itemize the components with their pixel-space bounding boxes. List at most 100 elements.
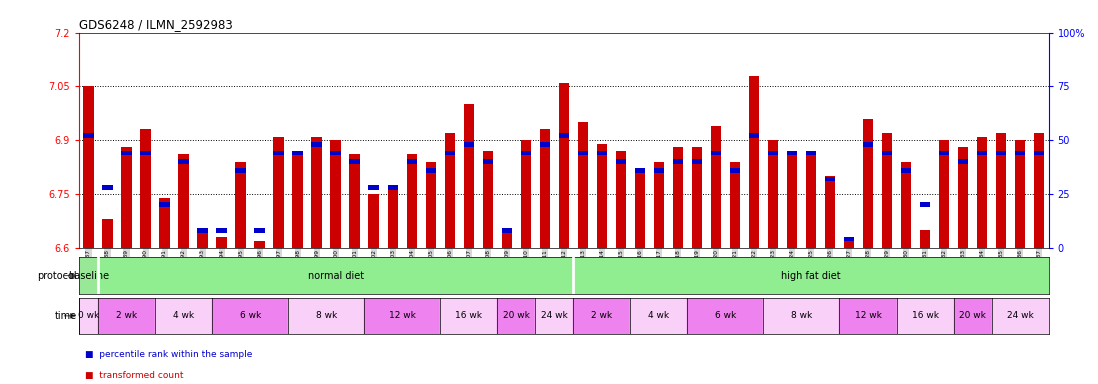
Text: 6 wk: 6 wk — [239, 311, 261, 320]
Bar — [122, 147, 132, 248]
Bar — [596, 144, 607, 248]
Bar — [653, 162, 664, 248]
Bar — [292, 151, 303, 156]
Text: 12 wk: 12 wk — [389, 311, 416, 320]
Bar — [83, 86, 93, 248]
Text: 20 wk: 20 wk — [503, 311, 529, 320]
Bar — [159, 202, 170, 207]
Text: 16 wk: 16 wk — [911, 311, 939, 320]
Bar — [102, 185, 113, 190]
Bar — [687, 298, 763, 334]
Bar — [692, 147, 702, 248]
Bar — [559, 134, 569, 138]
Bar — [159, 197, 170, 248]
Bar — [596, 151, 607, 156]
Text: 2 wk: 2 wk — [116, 311, 137, 320]
Bar — [198, 228, 208, 233]
Bar — [235, 162, 246, 248]
Bar — [198, 230, 208, 248]
Bar — [730, 162, 740, 248]
Text: 20 wk: 20 wk — [960, 311, 986, 320]
Bar — [255, 240, 265, 248]
Bar — [673, 147, 683, 248]
Bar — [749, 76, 759, 248]
Text: normal diet: normal diet — [307, 270, 363, 281]
Bar — [787, 151, 797, 248]
Bar — [1015, 151, 1026, 156]
Bar — [539, 142, 550, 147]
Bar — [996, 133, 1006, 248]
Text: ■  percentile rank within the sample: ■ percentile rank within the sample — [85, 350, 251, 359]
Bar — [445, 133, 455, 248]
Text: 4 wk: 4 wk — [173, 311, 194, 320]
Bar — [463, 104, 474, 248]
Bar — [102, 219, 113, 248]
Bar — [768, 140, 778, 248]
Bar — [825, 177, 836, 181]
Bar — [882, 133, 893, 248]
Bar — [630, 298, 687, 334]
Bar — [825, 176, 836, 248]
Bar — [520, 140, 531, 248]
Bar — [98, 257, 573, 294]
Text: high fat diet: high fat diet — [781, 270, 841, 281]
Bar — [635, 168, 646, 173]
Bar — [536, 298, 573, 334]
Bar — [991, 298, 1049, 334]
Text: 24 wk: 24 wk — [541, 311, 568, 320]
Bar — [216, 228, 227, 233]
Bar — [977, 137, 987, 248]
Bar — [178, 159, 189, 164]
Bar — [426, 162, 436, 248]
Bar — [406, 159, 417, 164]
Bar — [369, 194, 379, 248]
Bar — [692, 159, 702, 164]
Text: 16 wk: 16 wk — [456, 311, 482, 320]
Bar — [920, 230, 930, 248]
Bar — [957, 147, 968, 248]
Bar — [539, 129, 550, 248]
Bar — [616, 151, 626, 248]
Bar — [977, 151, 987, 156]
Bar — [749, 134, 759, 138]
Bar — [312, 137, 322, 248]
Text: 0 wk: 0 wk — [78, 311, 99, 320]
Bar — [559, 83, 569, 248]
Bar — [440, 298, 497, 334]
Bar — [1034, 133, 1044, 248]
Bar — [502, 230, 512, 248]
Bar — [292, 151, 303, 248]
Text: 8 wk: 8 wk — [791, 311, 813, 320]
Bar — [122, 151, 132, 156]
Bar — [406, 154, 417, 248]
Bar — [806, 151, 816, 248]
Text: protocol: protocol — [37, 270, 77, 281]
Bar — [863, 119, 873, 248]
Bar — [83, 134, 93, 138]
Text: 24 wk: 24 wk — [1007, 311, 1033, 320]
Bar — [578, 151, 589, 156]
Bar — [79, 298, 98, 334]
Bar — [349, 154, 360, 248]
Bar — [996, 151, 1006, 156]
Bar — [426, 168, 436, 173]
Bar — [330, 140, 340, 248]
Bar — [216, 237, 227, 248]
Bar — [730, 168, 740, 173]
Text: 12 wk: 12 wk — [854, 311, 882, 320]
Bar — [787, 151, 797, 156]
Bar — [896, 298, 953, 334]
Bar — [900, 168, 911, 173]
Bar — [502, 228, 512, 233]
Bar — [1034, 151, 1044, 156]
Bar — [482, 159, 493, 164]
Bar — [710, 126, 721, 248]
Bar — [98, 298, 155, 334]
Bar — [863, 142, 873, 147]
Bar — [141, 151, 150, 156]
Bar — [616, 159, 626, 164]
Bar — [843, 240, 854, 248]
Bar — [369, 185, 379, 190]
Bar — [840, 298, 896, 334]
Bar — [497, 298, 536, 334]
